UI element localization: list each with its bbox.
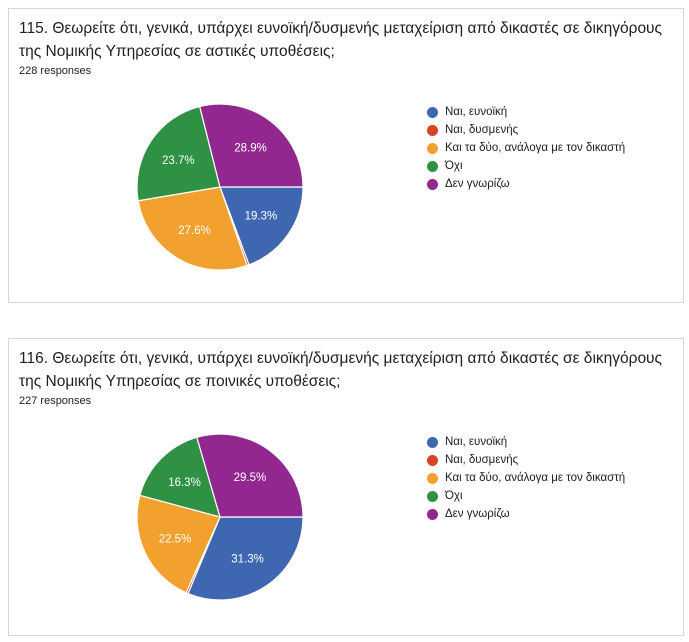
question-card-116: 116. Θεωρείτε ότι, γενικά, υπάρχει ευνοϊ… [8, 338, 684, 636]
response-count: 227 responses [19, 395, 92, 407]
pie-slice [137, 186, 248, 271]
pie-slice [187, 516, 304, 601]
legend-swatch [427, 124, 438, 136]
legend-label: Δεν γνωρίζω [445, 178, 510, 190]
response-count: 228 responses [19, 65, 92, 77]
slice-label: 28.9% [234, 143, 267, 155]
legend-item: Και τα δύο, ανάλογα με τον δικαστή [427, 139, 625, 157]
legend-label: Ναι, ευνοϊκή [445, 436, 508, 448]
pie-slice [136, 105, 221, 202]
legend-label: Ναι, ευνοϊκή [445, 106, 508, 118]
legend-swatch [427, 436, 438, 448]
chart-legend: Ναι, ευνοϊκή Ναι, δυσμενής Και τα δύο, ανά… [427, 433, 625, 523]
legend-item: Όχι [427, 157, 625, 175]
question-title: 116. Θεωρείτε ότι, γενικά, υπάρχει ευνοϊ… [19, 350, 663, 390]
chart-legend: Ναι, ευνοϊκή Ναι, δυσμενής Και τα δύο, ανά… [427, 103, 625, 193]
slice-label: 27.6% [178, 225, 211, 237]
legend-swatch [427, 106, 438, 118]
legend-item: Όχι [427, 487, 625, 505]
legend-label: Δεν γνωρίζω [445, 508, 510, 520]
legend-label: Όχι [445, 490, 463, 502]
legend-label: Όχι [445, 160, 463, 172]
legend-swatch [427, 160, 438, 172]
legend-label: Ναι, δυσμενής [445, 454, 519, 466]
pie-slice [219, 186, 304, 266]
legend-swatch [427, 178, 438, 190]
legend-label: Και τα δύο, ανάλογα με τον δικαστή [445, 472, 626, 484]
slice-label: 29.5% [234, 472, 267, 484]
question-card-115: 115. Θεωρείτε ότι, γενικά, υπάρχει ευνοϊ… [8, 8, 684, 303]
legend-item: Και τα δύο, ανάλογα με τον δικαστή [427, 469, 625, 487]
legend-swatch [427, 472, 438, 484]
slice-label: 16.3% [168, 477, 201, 489]
legend-item: Ναι, ευνοϊκή [427, 433, 625, 451]
legend-swatch [427, 454, 438, 466]
slice-label: 23.7% [162, 155, 195, 167]
slice-label: 22.5% [159, 533, 192, 545]
question-title: 115. Θεωρείτε ότι, γενικά, υπάρχει ευνοϊ… [19, 20, 663, 60]
legend-swatch [427, 508, 438, 520]
pie-chart: 19.3% 27.6% 23.7% 28.9% [136, 103, 304, 271]
legend-item: Δεν γνωρίζω [427, 505, 625, 523]
legend-item: Ναι, δυσμενής [427, 451, 625, 469]
slice-label: 31.3% [231, 554, 264, 566]
pie-slice [198, 103, 304, 188]
pie-slice [136, 494, 221, 594]
pie-slice [139, 436, 221, 518]
legend-label: Ναι, δυσμενής [445, 124, 519, 136]
pie-slice [196, 433, 304, 518]
slice-label: 19.3% [245, 210, 278, 222]
legend-swatch [427, 142, 438, 154]
pie-chart: 31.3% 22.5% 16.3% 29.5% [136, 433, 304, 601]
legend-item: Ναι, δυσμενής [427, 121, 625, 139]
legend-swatch [427, 490, 438, 502]
legend-item: Δεν γνωρίζω [427, 175, 625, 193]
legend-item: Ναι, ευνοϊκή [427, 103, 625, 121]
legend-label: Και τα δύο, ανάλογα με τον δικαστή [445, 142, 626, 154]
